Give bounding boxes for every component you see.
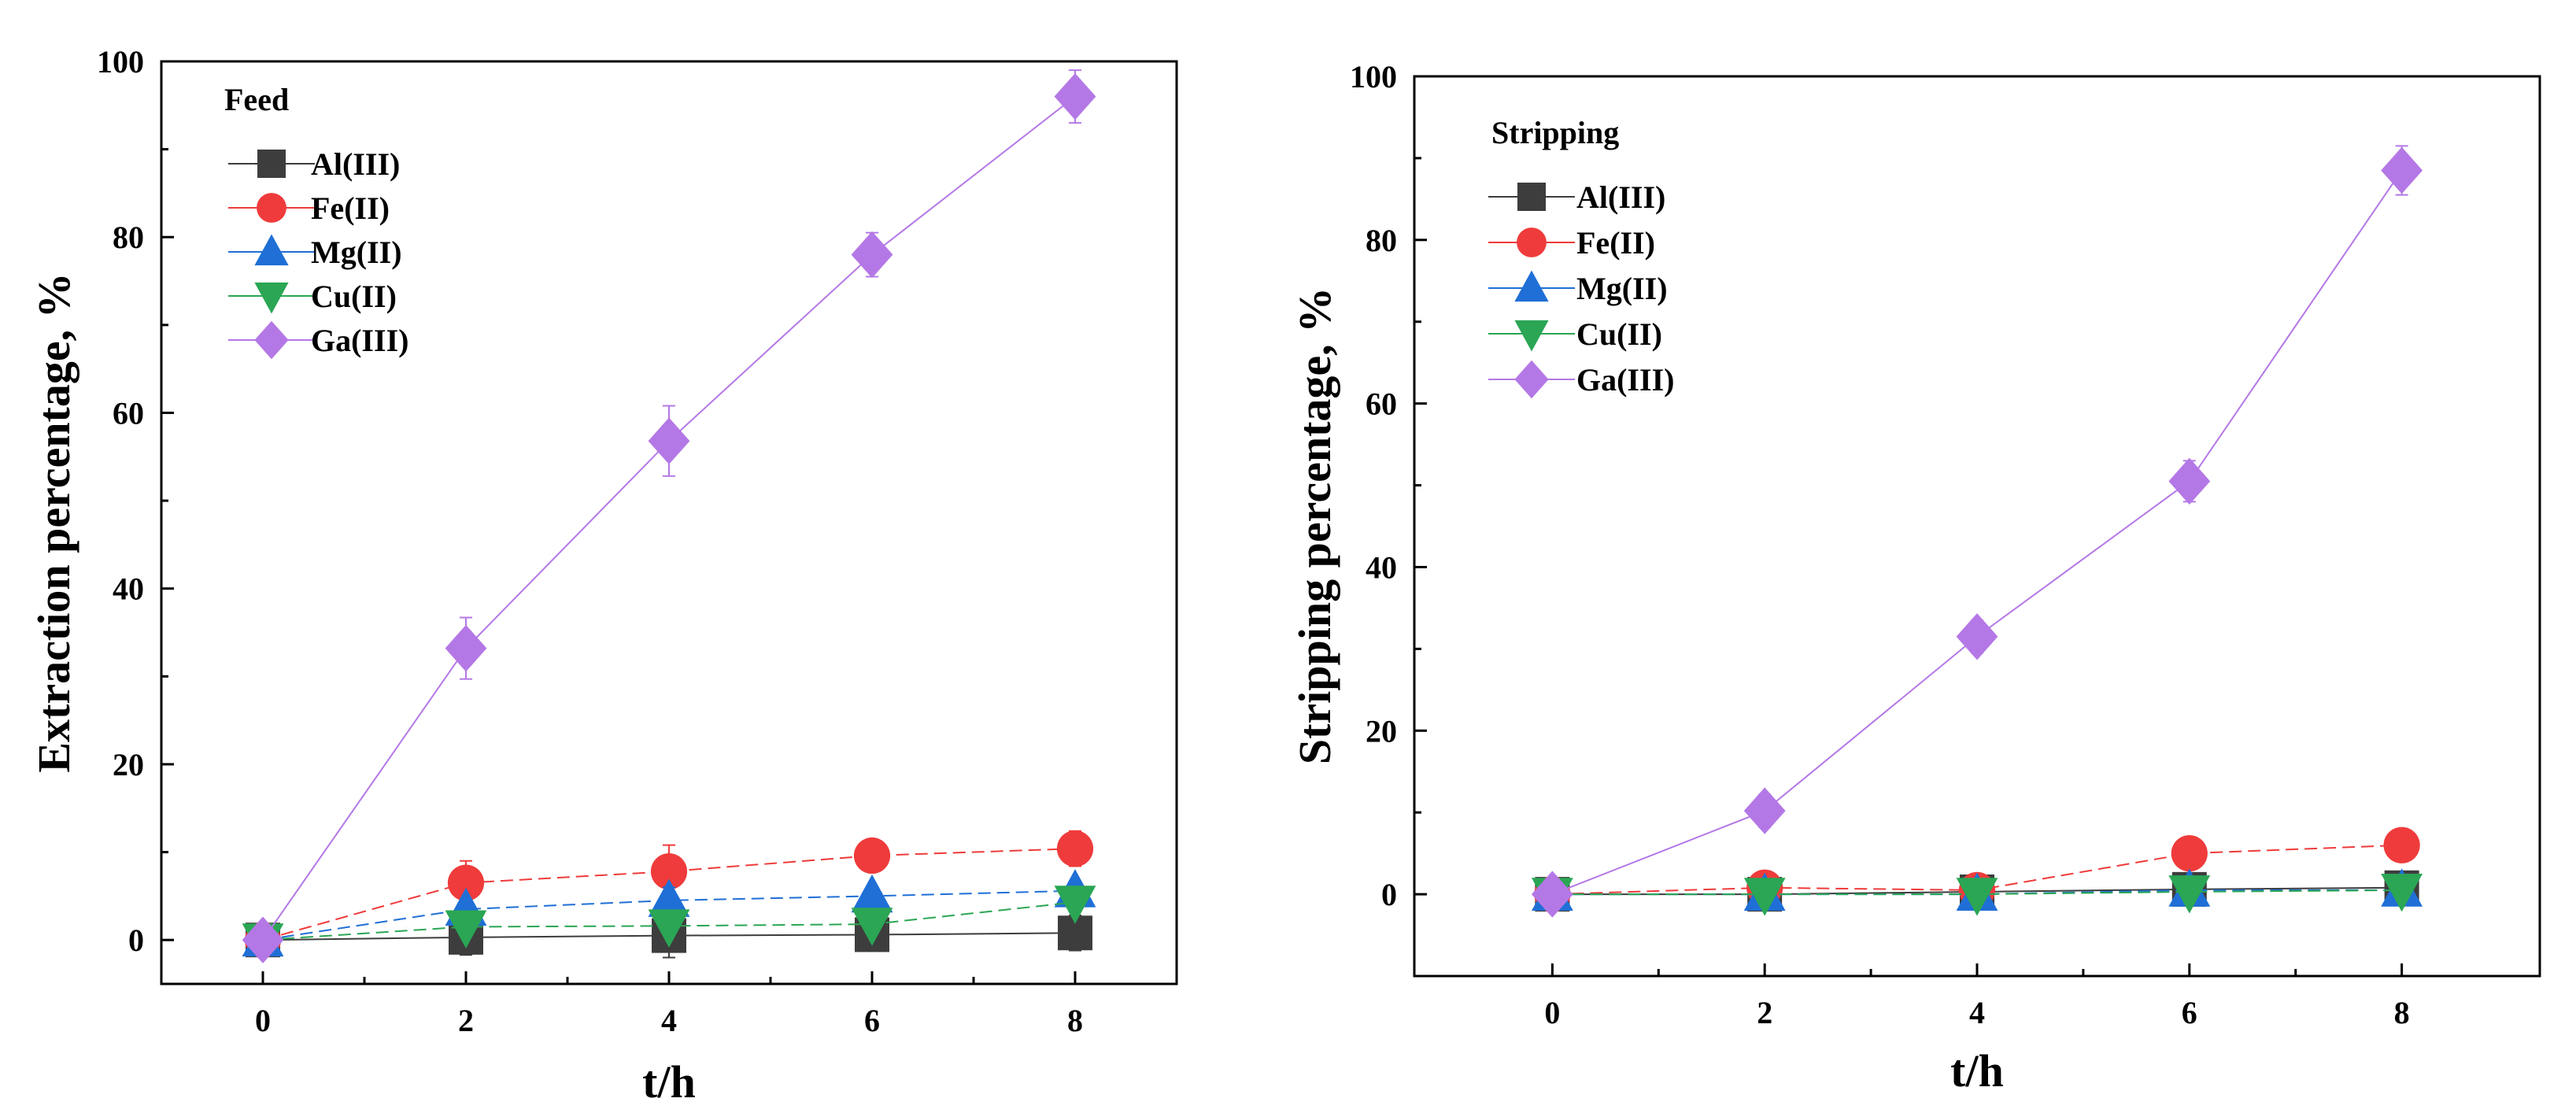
y-tick-label: 100	[97, 44, 144, 80]
x-tick-label: 4	[1969, 995, 1985, 1030]
legend-marker	[1514, 360, 1549, 399]
legend-label: Cu(II)	[311, 279, 397, 314]
data-point	[1531, 871, 1573, 918]
legend-entry-fe-ii: Fe(II)	[1488, 225, 1655, 261]
legend-entry-ga-iii: Ga(III)	[228, 320, 408, 360]
y-tick-label: 100	[1350, 59, 1397, 94]
x-tick-label: 4	[661, 1003, 677, 1038]
legend-label: Cu(II)	[1576, 316, 1662, 352]
legend: Al(III) Fe(II) Mg(II) Cu(II) Ga(III)	[228, 146, 408, 360]
data-point	[2381, 146, 2423, 194]
legend-marker	[1517, 227, 1547, 257]
x-axis-label: t/h	[1950, 1045, 2004, 1096]
data-point	[2171, 835, 2208, 872]
legend-entry-fe-ii: Fe(II)	[228, 190, 390, 226]
data-point	[2383, 826, 2420, 863]
legend-marker	[254, 234, 289, 266]
y-tick-label: 40	[113, 571, 144, 607]
data-point	[648, 417, 690, 464]
y-tick-label: 80	[1366, 223, 1397, 258]
data-point	[2168, 457, 2211, 505]
data-point	[1956, 613, 1998, 660]
data-point	[2168, 875, 2211, 914]
data-point	[851, 874, 893, 913]
data-point	[650, 853, 688, 890]
legend-entry-cu-ii: Cu(II)	[228, 279, 397, 314]
legend-label: Ga(III)	[311, 323, 408, 358]
data-point	[445, 910, 487, 948]
legend-marker	[254, 282, 289, 314]
legend-label: Fe(II)	[1576, 225, 1655, 261]
data-point	[242, 916, 284, 963]
legend-label: Mg(II)	[1576, 271, 1668, 306]
data-point	[853, 837, 891, 874]
legend-marker	[257, 193, 286, 223]
legend-title: Feed	[224, 82, 289, 117]
x-tick-label: 2	[1757, 995, 1772, 1030]
data-point	[1956, 878, 1998, 916]
series-layer	[242, 69, 1096, 963]
legend-marker	[1514, 270, 1549, 302]
y-tick-label: 0	[128, 923, 144, 958]
series-line	[1552, 169, 2403, 896]
data-point	[447, 864, 485, 901]
data-point	[1054, 72, 1096, 120]
y-tick-label: 20	[113, 747, 144, 782]
data-point	[2381, 873, 2423, 912]
x-tick-label: 8	[2394, 995, 2410, 1030]
legend-label: Al(III)	[311, 146, 400, 182]
legend-marker	[1517, 183, 1546, 211]
legend-entry-cu-ii: Cu(II)	[1488, 316, 1662, 352]
y-tick-label: 0	[1381, 877, 1397, 912]
x-tick-label: 2	[458, 1003, 474, 1038]
data-point	[1743, 878, 1786, 916]
y-tick-label: 80	[113, 220, 144, 255]
series-layer	[1531, 145, 2423, 918]
y-tick-label: 60	[113, 395, 144, 431]
x-axis-label: t/h	[642, 1056, 696, 1107]
legend-entry-mg-ii: Mg(II)	[228, 234, 402, 270]
data-point	[1743, 787, 1786, 834]
data-point	[851, 231, 893, 279]
x-tick-label: 0	[255, 1003, 271, 1038]
y-axis-label: Stripping percentage, %	[1289, 287, 1340, 764]
legend: Al(III) Fe(II) Mg(II) Cu(II) Ga(III)	[1488, 179, 1674, 399]
series-ga-iii	[242, 69, 1096, 963]
legend-marker	[257, 150, 286, 178]
data-point	[851, 908, 893, 946]
x-tick-label: 8	[1067, 1003, 1083, 1038]
data-point	[648, 909, 690, 948]
x-tick-label: 6	[2182, 995, 2197, 1030]
data-point	[1054, 886, 1096, 924]
series-ga-iii	[1531, 145, 2423, 918]
y-tick-label: 20	[1366, 713, 1397, 749]
x-tick-label: 0	[1544, 995, 1560, 1030]
legend-entry-al-iii: Al(III)	[228, 146, 400, 182]
x-tick-label: 6	[864, 1003, 880, 1038]
data-point	[648, 878, 690, 917]
legend-title: Stripping	[1491, 115, 1619, 150]
y-tick-label: 60	[1366, 386, 1397, 422]
legend-label: Ga(III)	[1576, 362, 1674, 398]
legend-label: Mg(II)	[311, 235, 402, 270]
data-point	[1056, 830, 1094, 867]
y-tick-label: 40	[1366, 549, 1397, 585]
legend-label: Al(III)	[1576, 179, 1665, 215]
series-line	[262, 848, 1076, 941]
legend-marker	[1514, 320, 1549, 352]
legend-label: Fe(II)	[311, 190, 390, 226]
legend-marker	[254, 320, 289, 360]
legend-entry-al-iii: Al(III)	[1488, 179, 1665, 215]
data-point	[445, 624, 487, 672]
legend-entry-ga-iii: Ga(III)	[1488, 360, 1674, 399]
legend-entry-mg-ii: Mg(II)	[1488, 270, 1668, 306]
y-axis-label: Extraction percentage, %	[28, 272, 79, 772]
